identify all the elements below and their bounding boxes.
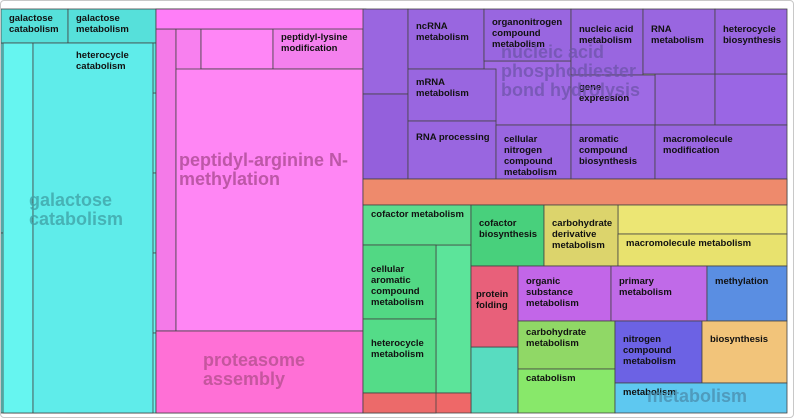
treemap-tile[interactable] xyxy=(1,8,69,44)
treemap-tile[interactable] xyxy=(617,233,788,267)
treemap-tile[interactable] xyxy=(155,330,364,414)
treemap-subtile[interactable] xyxy=(155,27,177,332)
treemap-tile[interactable] xyxy=(470,204,545,267)
treemap-tile[interactable] xyxy=(483,8,572,62)
treemap-subtile[interactable] xyxy=(654,73,716,126)
treemap-tile[interactable] xyxy=(32,42,154,414)
treemap-tile[interactable] xyxy=(714,8,788,75)
treemap-tile[interactable] xyxy=(517,320,616,370)
treemap-tile[interactable] xyxy=(407,120,497,180)
treemap-tile[interactable] xyxy=(407,68,497,122)
treemap-tile[interactable] xyxy=(155,8,367,30)
treemap-tile[interactable] xyxy=(67,8,157,44)
treemap-tile[interactable] xyxy=(614,382,788,414)
treemap-tile[interactable] xyxy=(2,42,34,414)
treemap-tile[interactable] xyxy=(701,320,788,384)
treemap-tile[interactable] xyxy=(362,178,788,206)
treemap-subtile[interactable] xyxy=(435,244,472,394)
treemap-tile[interactable] xyxy=(570,74,656,126)
treemap-subtile[interactable] xyxy=(362,392,437,414)
treemap-tile[interactable] xyxy=(706,265,788,322)
treemap-tile[interactable] xyxy=(175,68,364,332)
treemap-subtile[interactable] xyxy=(362,93,409,180)
treemap-tile[interactable] xyxy=(570,124,656,180)
treemap-tile[interactable] xyxy=(517,265,612,322)
treemap-subtile[interactable] xyxy=(470,346,519,414)
treemap-tile[interactable] xyxy=(407,8,485,70)
treemap-tile[interactable] xyxy=(362,244,437,320)
treemap-tile[interactable] xyxy=(517,368,616,414)
treemap-tile[interactable] xyxy=(610,265,708,322)
treemap-tile[interactable] xyxy=(362,318,437,394)
treemap-subtile[interactable] xyxy=(362,8,409,95)
treemap-tile[interactable] xyxy=(614,320,703,384)
treemap-tile[interactable] xyxy=(642,8,716,75)
treemap-tile[interactable] xyxy=(570,8,644,76)
treemap-subtile[interactable] xyxy=(617,204,788,235)
treemap-tile[interactable] xyxy=(495,124,572,180)
treemap-tile[interactable] xyxy=(470,265,519,348)
treemap-tile[interactable] xyxy=(272,27,364,70)
treemap-tile[interactable] xyxy=(543,204,619,267)
treemap-tile[interactable] xyxy=(654,124,788,180)
treemap-subtile[interactable] xyxy=(483,60,572,126)
treemap-subtile[interactable] xyxy=(714,73,788,126)
treemap-subtile[interactable] xyxy=(200,27,274,70)
treemap-tile[interactable] xyxy=(362,204,472,246)
